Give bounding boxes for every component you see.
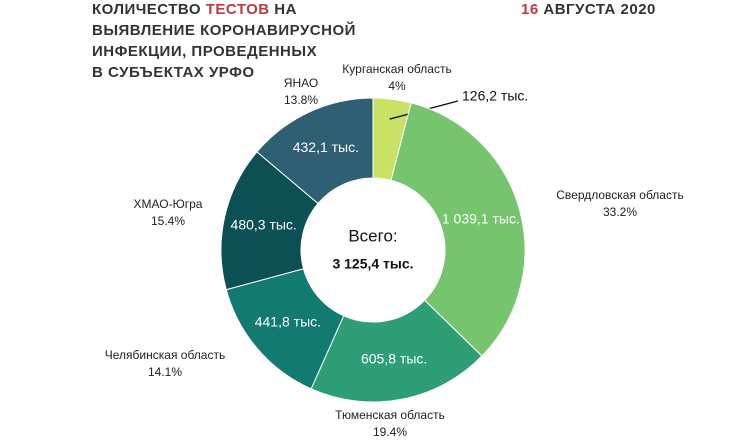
date: 16 АВГУСТА 2020 [521, 1, 656, 18]
donut-segment [310, 299, 483, 403]
chart-title: ВЫЯВЛЕНИЕ КОРОНАВИРУСНОЙ [92, 21, 356, 39]
chart-title: КОЛИЧЕСТВО ТЕСТОВ НА [92, 1, 297, 18]
category-label: Тюменская область [335, 408, 445, 422]
value-label: 480,3 тыс. [231, 216, 297, 232]
value-label: 605,8 тыс. [361, 351, 427, 367]
value-label: 126,2 тыс. [462, 88, 528, 104]
center-total: 3 125,4 тыс. [332, 256, 413, 272]
share-label: 15.4% [151, 214, 185, 228]
value-label: 441,8 тыс. [255, 314, 321, 330]
category-label: ЯНАО [284, 76, 318, 90]
category-label: Свердловская область [556, 188, 683, 202]
chart-title: В СУБЪЕКТАХ УРФО [92, 64, 255, 81]
share-label: 14.1% [148, 365, 182, 379]
donut-segment [220, 151, 319, 291]
value-label: 1 039,1 тыс. [442, 211, 520, 227]
donut-segment [256, 97, 374, 205]
date-part: АВГУСТА 2020 [539, 1, 656, 18]
title-part: ТЕСТОВ [206, 1, 270, 18]
share-label: 4% [388, 79, 406, 93]
title-part: КОЛИЧЕСТВО [92, 1, 206, 18]
donut-segment [390, 102, 526, 357]
chart-title: ИНФЕКЦИИ, ПРОВЕДЕННЫХ [92, 43, 317, 60]
category-label: Курганская область [342, 62, 451, 76]
share-label: 19.4% [373, 425, 407, 439]
category-label: Челябинская область [105, 348, 225, 362]
date-part: 16 [521, 1, 539, 18]
title-part: НА [270, 1, 297, 18]
share-label: 33.2% [603, 205, 637, 219]
center-caption: Всего: [348, 226, 397, 245]
category-label: ХМАО-Югра [134, 197, 203, 211]
share-label: 13.8% [284, 93, 318, 107]
value-label: 432,1 тыс. [293, 139, 359, 155]
